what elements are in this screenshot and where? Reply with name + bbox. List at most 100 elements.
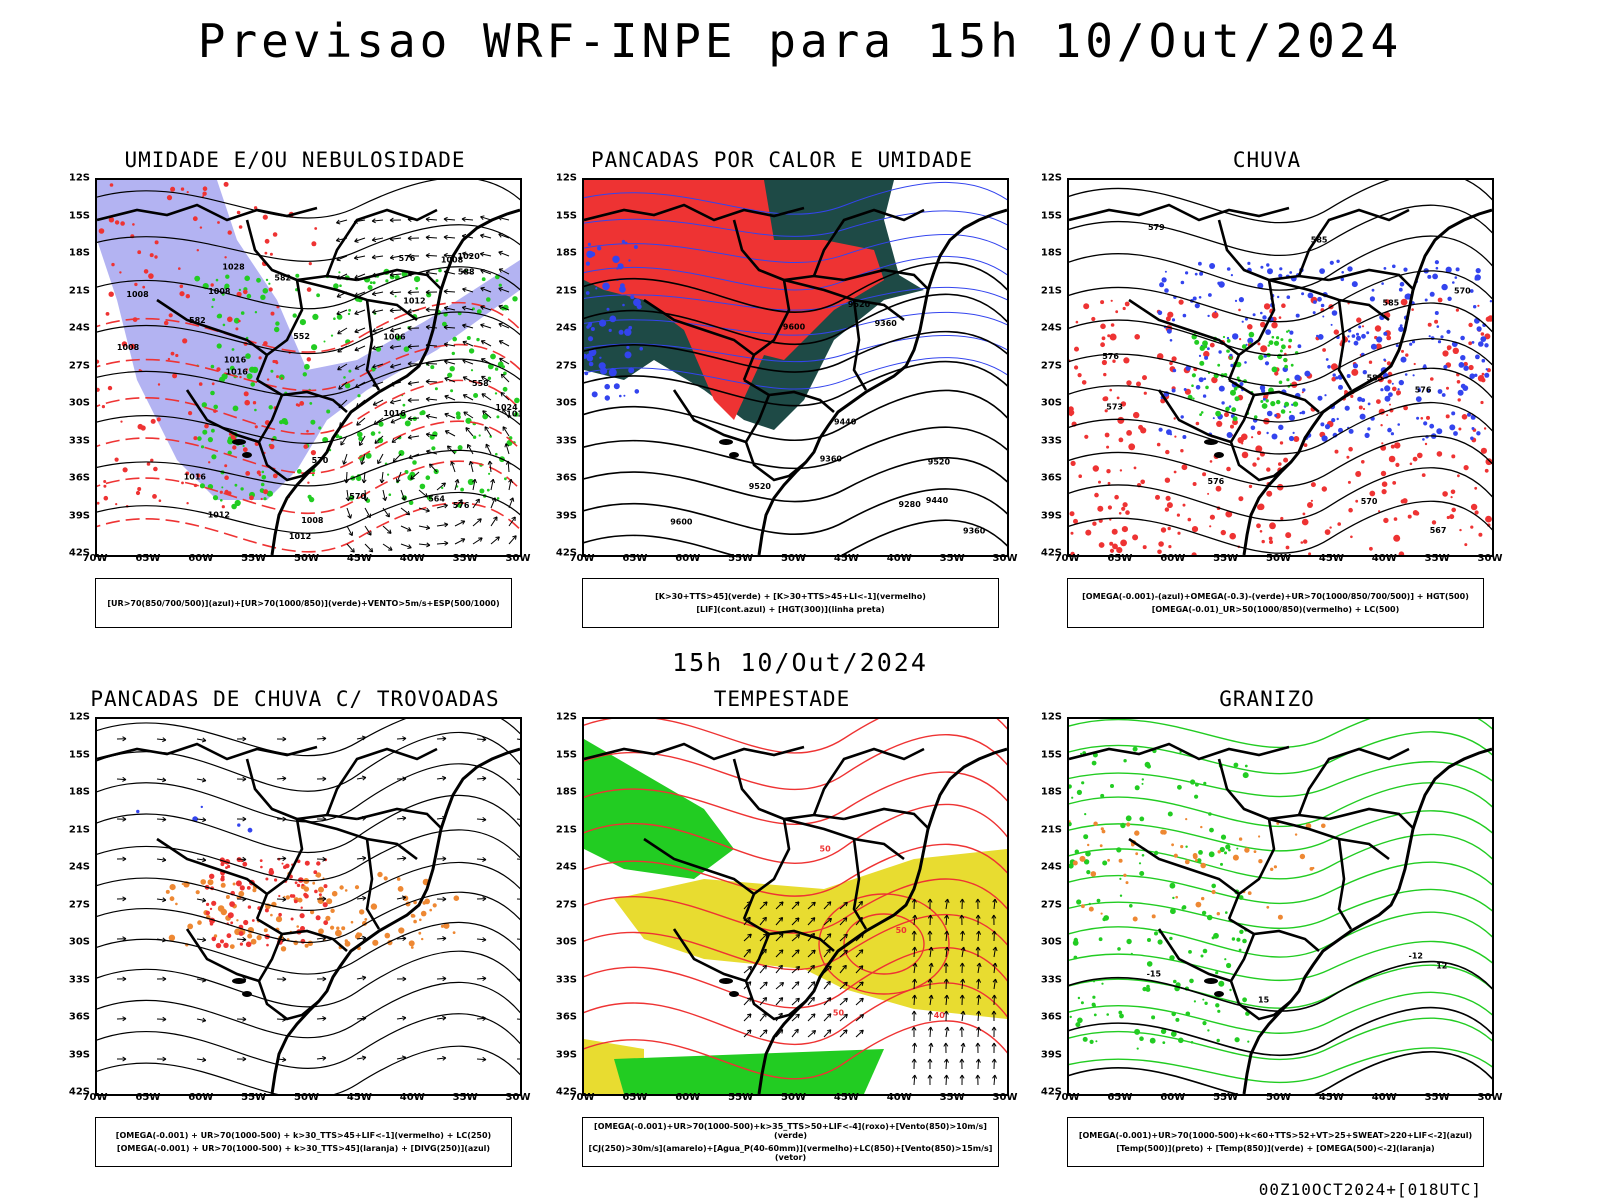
shaded-cell xyxy=(1166,502,1173,509)
arrow-head xyxy=(810,964,815,970)
lat-tick-label: 30S xyxy=(555,936,577,948)
contour-line xyxy=(97,719,520,757)
arrow-head xyxy=(462,323,467,329)
map-borders xyxy=(97,742,520,1094)
arrow-head xyxy=(778,964,783,970)
arrow-head xyxy=(336,310,341,316)
shaded-cell xyxy=(1069,863,1074,869)
shaded-cell xyxy=(1468,322,1473,328)
shaded-cell xyxy=(1238,297,1244,303)
wind-vector xyxy=(346,507,352,519)
contour-line xyxy=(1069,302,1492,357)
shaded-cell xyxy=(1341,271,1344,274)
shaded-cell xyxy=(303,892,308,897)
arrow-head xyxy=(361,775,367,781)
shaded-cell xyxy=(1307,502,1313,508)
shaded-cell xyxy=(1112,359,1116,363)
wind-vector xyxy=(447,445,456,455)
wind-vector xyxy=(481,393,492,401)
shaded-cell xyxy=(175,353,179,358)
arrow-head xyxy=(500,373,506,379)
shaded-cell xyxy=(325,915,331,921)
shaded-cell xyxy=(1247,891,1252,895)
shaded-cell xyxy=(210,390,215,396)
shaded-cell xyxy=(1217,363,1221,367)
shaded-cell xyxy=(1196,858,1202,863)
wind-vector xyxy=(377,453,384,464)
shaded-cell xyxy=(1202,998,1205,1001)
arrow-head xyxy=(371,237,377,243)
shaded-cell xyxy=(354,933,361,940)
shaded-cell xyxy=(341,926,346,931)
arrow-head xyxy=(202,817,207,823)
shaded-cell xyxy=(1485,458,1492,466)
shaded-cell xyxy=(1207,492,1210,495)
legend-box: [OMEGA(-0.001)+UR>70(1000-500)+k>35_TTS>… xyxy=(582,1117,999,1167)
shaded-cell xyxy=(1358,405,1363,410)
state-border xyxy=(812,208,925,277)
shaded-cell xyxy=(1248,331,1255,338)
contour-line xyxy=(584,335,1007,363)
shaded-cell xyxy=(1221,401,1225,405)
shaded-cell xyxy=(157,383,161,386)
arrow-head xyxy=(389,254,395,260)
shaded-cell xyxy=(1165,495,1171,501)
lat-tick-label: 36S xyxy=(555,1011,577,1023)
shaded-cell xyxy=(1427,322,1432,327)
shaded-cell xyxy=(1361,460,1365,464)
shaded-cell xyxy=(1322,348,1326,352)
shaded-cell xyxy=(465,417,472,424)
state-border xyxy=(1217,219,1330,282)
shaded-cell xyxy=(1350,535,1353,539)
wind-vector xyxy=(400,507,411,516)
arrow-head xyxy=(746,948,751,954)
arrow-head xyxy=(843,949,848,955)
lon-tick-label: 55W xyxy=(1213,1092,1239,1103)
state-border xyxy=(255,279,304,381)
arrow-head xyxy=(928,1042,934,1047)
arrow-head xyxy=(407,434,412,440)
arrow-head xyxy=(505,460,511,465)
shaded-cell xyxy=(1404,373,1408,376)
shaded-cell xyxy=(251,919,255,922)
arrow-head xyxy=(482,976,487,982)
contour-label: 9600 xyxy=(670,518,693,527)
arrow-head xyxy=(482,896,487,902)
shaded-cell xyxy=(1312,311,1316,315)
shaded-cell xyxy=(1130,952,1133,955)
contour-label: 1012 xyxy=(289,532,311,541)
shaded-cell xyxy=(181,883,184,885)
coastline xyxy=(1242,747,1492,1094)
shaded-cell xyxy=(1286,378,1290,382)
shaded-cell xyxy=(1266,467,1271,472)
shaded-cell xyxy=(1424,298,1428,302)
shaded-cell xyxy=(207,437,213,443)
shaded-cell xyxy=(181,481,184,485)
shaded-cell xyxy=(1461,414,1468,420)
shaded-cell xyxy=(1162,1041,1166,1044)
shaded-cell xyxy=(244,399,250,406)
contour-label: 9520 xyxy=(928,457,951,466)
wind-vector xyxy=(400,525,412,532)
arrow-head xyxy=(442,936,447,942)
shaded-cell xyxy=(370,431,376,436)
arrow-head xyxy=(342,460,347,465)
shaded-cell xyxy=(1430,377,1434,381)
wind-vector xyxy=(490,497,496,509)
longitude-axis: 70W 65W 60W 55W 50W 45W 40W 35W 30W xyxy=(83,1092,531,1106)
shaded-cell xyxy=(1194,339,1200,345)
contour-line xyxy=(584,803,1007,865)
wind-vector xyxy=(196,1018,206,1022)
shaded-cell xyxy=(344,939,348,943)
shaded-cell xyxy=(227,450,232,455)
arrow-head xyxy=(371,345,377,351)
shaded-cell xyxy=(377,437,384,444)
contour-line xyxy=(1069,1017,1492,1061)
shaded-cell xyxy=(252,401,257,405)
shaded-cell xyxy=(1304,370,1311,377)
shaded-cell xyxy=(1167,311,1174,318)
shaded-cell xyxy=(1428,335,1431,338)
shaded-cell xyxy=(1458,362,1465,368)
lon-tick-label: 60W xyxy=(1160,1092,1186,1103)
shaded-cell xyxy=(432,903,437,908)
